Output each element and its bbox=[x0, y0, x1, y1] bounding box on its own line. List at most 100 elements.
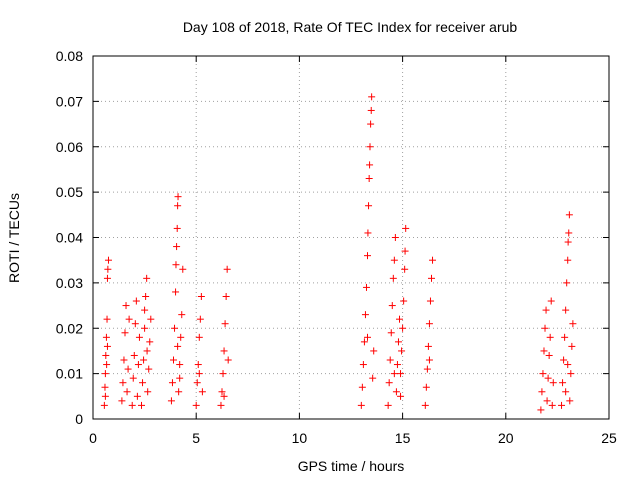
data-point bbox=[174, 342, 182, 350]
plot-frame bbox=[92, 55, 610, 420]
data-point bbox=[103, 361, 111, 369]
data-point bbox=[391, 234, 399, 241]
data-point bbox=[545, 351, 553, 359]
data-point bbox=[366, 143, 374, 151]
data-point bbox=[142, 292, 150, 300]
data-point bbox=[367, 120, 375, 128]
data-point bbox=[370, 347, 378, 355]
data-point bbox=[401, 265, 409, 273]
data-point bbox=[567, 370, 575, 378]
data-point bbox=[359, 361, 367, 369]
data-point bbox=[392, 388, 400, 396]
data-point bbox=[569, 320, 577, 328]
data-point bbox=[393, 361, 401, 369]
data-point bbox=[173, 243, 181, 251]
data-point bbox=[193, 379, 201, 387]
x-axis-label: GPS time / hours bbox=[298, 458, 405, 474]
data-point bbox=[124, 365, 132, 373]
data-point bbox=[101, 392, 109, 400]
data-point bbox=[367, 106, 375, 114]
data-point bbox=[196, 315, 204, 323]
data-point bbox=[423, 365, 431, 373]
data-point bbox=[103, 315, 111, 323]
data-point bbox=[198, 388, 206, 396]
data-point bbox=[366, 161, 374, 169]
data-point bbox=[566, 397, 574, 405]
data-point bbox=[364, 252, 372, 260]
data-point bbox=[400, 297, 408, 305]
data-point bbox=[364, 229, 372, 237]
data-point bbox=[217, 401, 225, 409]
y-tick-label: 0.08 bbox=[56, 48, 83, 64]
data-point bbox=[364, 333, 372, 341]
data-point bbox=[104, 256, 112, 264]
chart-title: Day 108 of 2018, Rate Of TEC Index for r… bbox=[183, 19, 518, 35]
data-point bbox=[394, 338, 402, 346]
x-tick-label: 15 bbox=[395, 430, 411, 446]
data-point bbox=[398, 347, 406, 355]
data-point bbox=[542, 306, 550, 314]
y-tick-label: 0 bbox=[75, 411, 83, 427]
data-point bbox=[399, 324, 407, 332]
data-point bbox=[425, 320, 433, 328]
data-point bbox=[362, 283, 370, 291]
data-point bbox=[222, 292, 230, 300]
data-point bbox=[123, 388, 131, 396]
data-point bbox=[385, 379, 393, 387]
data-point bbox=[101, 383, 109, 391]
data-point bbox=[560, 356, 568, 364]
data-point bbox=[547, 297, 555, 305]
y-tick-label: 0.03 bbox=[56, 275, 83, 291]
data-point bbox=[224, 356, 232, 364]
data-point bbox=[134, 361, 142, 369]
data-point bbox=[144, 388, 152, 396]
data-point bbox=[147, 315, 155, 323]
data-point bbox=[101, 370, 109, 378]
data-point bbox=[361, 311, 369, 319]
data-point bbox=[397, 370, 405, 378]
data-point bbox=[402, 224, 410, 232]
data-point bbox=[121, 329, 129, 337]
data-point bbox=[195, 370, 203, 378]
data-point bbox=[173, 224, 181, 232]
data-point bbox=[368, 93, 376, 101]
data-point bbox=[179, 265, 187, 273]
data-point bbox=[218, 388, 226, 396]
data-point bbox=[539, 370, 547, 378]
data-point bbox=[568, 342, 576, 350]
data-point bbox=[139, 379, 147, 387]
data-point bbox=[360, 338, 368, 346]
data-point bbox=[425, 356, 433, 364]
data-point bbox=[145, 365, 153, 373]
data-point bbox=[122, 302, 130, 310]
data-point bbox=[168, 379, 176, 387]
data-point bbox=[564, 361, 572, 369]
data-point bbox=[426, 297, 434, 305]
data-point bbox=[401, 247, 409, 255]
data-point bbox=[365, 202, 373, 210]
data-point bbox=[540, 347, 548, 355]
x-tick-label: 20 bbox=[498, 430, 514, 446]
data-point bbox=[559, 379, 567, 387]
data-point bbox=[169, 356, 177, 364]
x-tick-label: 0 bbox=[89, 430, 97, 446]
data-point bbox=[223, 265, 231, 273]
data-point bbox=[176, 374, 184, 382]
data-point bbox=[543, 397, 551, 405]
data-point bbox=[422, 383, 430, 391]
data-point bbox=[221, 320, 229, 328]
data-point bbox=[192, 401, 200, 409]
data-point bbox=[427, 274, 435, 282]
y-tick-label: 0.04 bbox=[56, 230, 83, 246]
data-point bbox=[100, 401, 108, 409]
data-point bbox=[132, 297, 140, 305]
data-point bbox=[561, 333, 569, 341]
x-tick-label: 10 bbox=[292, 430, 308, 446]
data-point bbox=[102, 351, 110, 359]
data-point bbox=[358, 383, 366, 391]
data-point bbox=[177, 333, 185, 341]
data-point bbox=[119, 379, 127, 387]
data-point bbox=[128, 401, 136, 409]
x-axis: 0 5 10 15 20 25 bbox=[89, 56, 617, 446]
data-point bbox=[549, 379, 557, 387]
